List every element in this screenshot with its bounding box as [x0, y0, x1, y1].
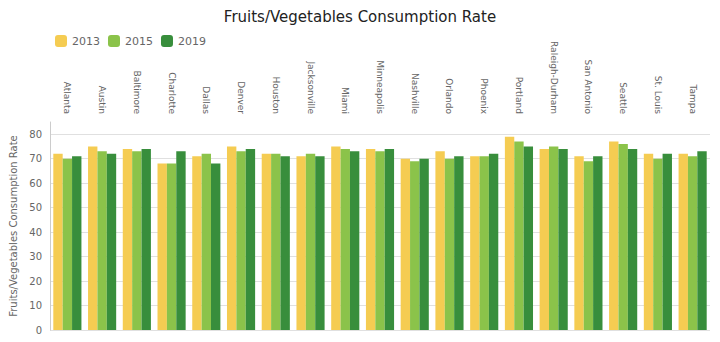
svg-text:Houston: Houston [271, 77, 281, 114]
svg-text:80: 80 [29, 129, 42, 140]
svg-text:Austin: Austin [97, 86, 107, 114]
svg-text:Orlando: Orlando [444, 78, 454, 114]
svg-text:Portland: Portland [514, 77, 524, 114]
svg-text:Fruits/Vegetables Consumption: Fruits/Vegetables Consumption Rate [224, 8, 496, 26]
svg-text:Dallas: Dallas [201, 86, 211, 114]
svg-text:60: 60 [29, 178, 42, 189]
svg-text:Denver: Denver [236, 81, 246, 114]
svg-text:Jacksonville: Jacksonville [306, 60, 316, 114]
svg-text:70: 70 [29, 153, 42, 164]
svg-text:Charlotte: Charlotte [167, 72, 177, 114]
svg-text:2013: 2013 [72, 35, 100, 48]
svg-text:Raleigh-Durham: Raleigh-Durham [549, 41, 559, 114]
svg-text:St. Louis: St. Louis [653, 76, 663, 115]
svg-text:Baltimore: Baltimore [132, 70, 142, 114]
svg-text:50: 50 [29, 202, 42, 213]
svg-text:20: 20 [29, 276, 42, 287]
svg-text:Atlanta: Atlanta [62, 82, 72, 114]
svg-text:Seattle: Seattle [618, 82, 628, 114]
svg-text:Minneapolis: Minneapolis [375, 60, 385, 114]
svg-text:10: 10 [29, 300, 42, 311]
svg-text:40: 40 [29, 227, 42, 238]
svg-text:2015: 2015 [125, 35, 153, 48]
svg-text:Miami: Miami [340, 87, 350, 114]
svg-text:2019: 2019 [178, 35, 206, 48]
svg-text:30: 30 [29, 251, 42, 262]
svg-text:Phoenix: Phoenix [479, 78, 489, 114]
svg-text:Nashville: Nashville [410, 73, 420, 114]
svg-text:San Antonio: San Antonio [583, 60, 593, 115]
svg-text:0: 0 [36, 325, 42, 336]
svg-text:Tampa: Tampa [688, 83, 698, 114]
svg-text:Fruits/Vegetables Consumption: Fruits/Vegetables Consumption Rate [8, 135, 19, 317]
